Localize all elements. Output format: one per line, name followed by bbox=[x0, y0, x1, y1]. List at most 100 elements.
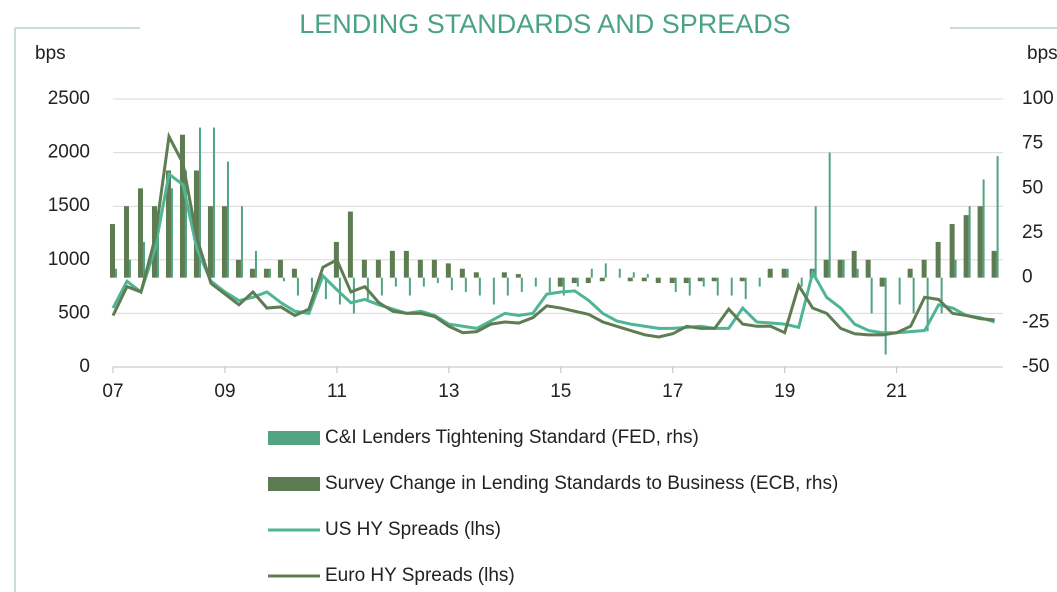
bar bbox=[618, 268, 621, 278]
bar bbox=[240, 206, 243, 278]
bar bbox=[193, 170, 199, 278]
y2-axis-label: bps bbox=[1027, 43, 1057, 64]
bar bbox=[739, 277, 745, 282]
chart-title: LENDING STANDARDS AND SPREADS bbox=[299, 9, 791, 39]
bar bbox=[110, 224, 115, 278]
bar bbox=[296, 277, 299, 296]
x-tick-label: 21 bbox=[886, 381, 907, 402]
bar bbox=[781, 268, 787, 278]
x-tick-label: 13 bbox=[438, 381, 459, 402]
bar bbox=[277, 259, 283, 278]
bar bbox=[142, 241, 145, 278]
bar bbox=[996, 156, 999, 278]
bar bbox=[221, 206, 227, 278]
bar bbox=[562, 277, 565, 296]
bar bbox=[249, 268, 255, 278]
bar bbox=[968, 206, 971, 278]
bar bbox=[198, 127, 201, 278]
legend-label: Euro HY Spreads (lhs) bbox=[325, 565, 515, 586]
x-tick-label: 09 bbox=[214, 381, 235, 402]
y-axis-label: bps bbox=[35, 43, 66, 64]
bar bbox=[492, 277, 495, 305]
y-tick-label: 1500 bbox=[48, 195, 90, 216]
bar bbox=[184, 170, 187, 278]
bar bbox=[585, 277, 591, 284]
bar bbox=[226, 161, 229, 278]
bar bbox=[800, 277, 803, 287]
bar bbox=[389, 250, 395, 278]
bar bbox=[627, 277, 633, 282]
bar bbox=[450, 277, 453, 291]
bar bbox=[590, 268, 593, 278]
y2-tick-label: 0 bbox=[1022, 267, 1033, 288]
bar bbox=[935, 241, 941, 278]
y2-tick-label: 50 bbox=[1022, 177, 1043, 198]
bar bbox=[856, 268, 859, 278]
bar bbox=[683, 277, 689, 284]
bar bbox=[758, 277, 761, 287]
bar bbox=[352, 277, 355, 314]
bar bbox=[520, 277, 523, 292]
bar bbox=[711, 277, 717, 282]
bar bbox=[291, 268, 297, 278]
bar bbox=[674, 277, 677, 292]
bar bbox=[828, 152, 831, 278]
bar bbox=[417, 259, 423, 278]
bar bbox=[380, 277, 383, 296]
bar bbox=[823, 259, 829, 278]
bar bbox=[814, 206, 817, 278]
bar bbox=[921, 259, 927, 278]
y2-tick-label: 75 bbox=[1022, 133, 1043, 154]
legend-label: Survey Change in Lending Standards to Bu… bbox=[325, 473, 838, 494]
x-tick-label: 11 bbox=[327, 381, 347, 402]
bar bbox=[128, 259, 131, 278]
bar bbox=[557, 277, 563, 287]
bar bbox=[982, 179, 985, 278]
x-tick-label: 17 bbox=[662, 381, 683, 402]
bar bbox=[842, 259, 845, 278]
bar bbox=[786, 268, 789, 278]
bar bbox=[716, 277, 719, 296]
y-tick-label: 2500 bbox=[48, 88, 90, 109]
bar bbox=[977, 206, 983, 278]
bar bbox=[375, 259, 381, 278]
bar bbox=[403, 250, 409, 278]
bar bbox=[991, 250, 997, 278]
bar bbox=[254, 250, 257, 278]
bar bbox=[422, 277, 425, 287]
bar bbox=[632, 272, 635, 278]
bar bbox=[115, 268, 117, 278]
y2-tick-label: -25 bbox=[1022, 311, 1049, 332]
legend-label: US HY Spreads (lhs) bbox=[325, 519, 501, 540]
bar bbox=[506, 277, 509, 296]
bar bbox=[478, 277, 481, 296]
bar bbox=[324, 277, 327, 300]
bar bbox=[655, 277, 661, 284]
bar bbox=[515, 274, 521, 278]
y2-tick-label: -50 bbox=[1022, 356, 1049, 377]
x-tick-label: 19 bbox=[774, 381, 795, 402]
bar bbox=[445, 263, 451, 278]
bar bbox=[744, 277, 747, 300]
bar bbox=[837, 259, 843, 278]
bar bbox=[730, 277, 733, 296]
bar bbox=[212, 127, 215, 278]
line bbox=[111, 131, 995, 339]
bar bbox=[436, 277, 439, 284]
bar bbox=[408, 277, 411, 296]
x-tick-label: 15 bbox=[550, 381, 571, 402]
bar bbox=[949, 224, 955, 278]
bar bbox=[954, 259, 957, 278]
bar bbox=[534, 277, 537, 287]
bar bbox=[870, 277, 873, 314]
bar bbox=[884, 277, 887, 355]
bar bbox=[207, 206, 213, 278]
bar bbox=[688, 277, 691, 296]
bar bbox=[347, 211, 353, 278]
bar bbox=[137, 188, 143, 278]
y2-tick-label: 25 bbox=[1022, 222, 1043, 243]
bar bbox=[865, 259, 871, 278]
bar bbox=[464, 277, 467, 292]
bar bbox=[912, 277, 915, 314]
bar bbox=[604, 263, 607, 278]
